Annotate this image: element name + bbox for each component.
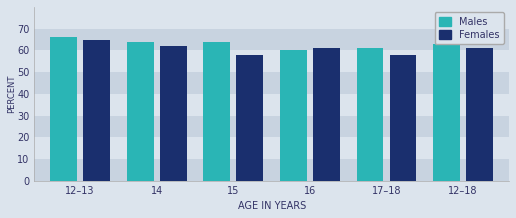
Bar	[34, 29, 509, 50]
Legend: Males, Females: Males, Females	[434, 12, 504, 44]
Bar	[34, 137, 509, 159]
Bar	[34, 94, 509, 116]
Bar	[34, 72, 509, 94]
Bar	[34, 159, 509, 181]
Bar	[34, 50, 509, 72]
Bar	[313, 48, 340, 181]
Bar	[203, 42, 230, 181]
Bar	[357, 48, 383, 181]
Bar	[127, 42, 154, 181]
X-axis label: AGE IN YEARS: AGE IN YEARS	[237, 201, 306, 211]
Bar	[83, 39, 110, 181]
Bar	[34, 116, 509, 137]
Bar	[160, 46, 187, 181]
Bar	[51, 37, 77, 181]
Bar	[390, 55, 416, 181]
Y-axis label: PERCENT: PERCENT	[7, 75, 16, 113]
Bar	[466, 48, 493, 181]
Bar	[236, 55, 263, 181]
Bar	[280, 50, 307, 181]
Bar	[433, 44, 460, 181]
